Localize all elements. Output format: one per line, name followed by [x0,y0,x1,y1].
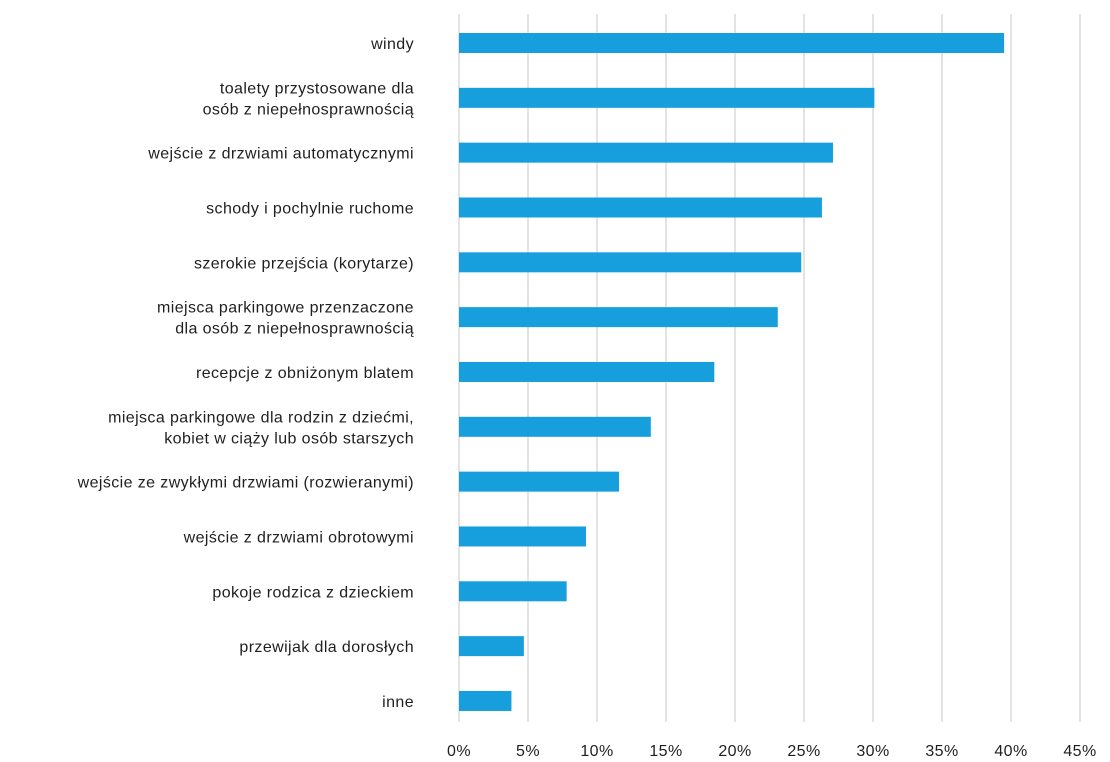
category-label-line: pokoje rodzica z dzieckiem [212,584,414,601]
bar [459,416,651,437]
category-label: toalety przystosowane dla osób z niepełno… [203,80,414,118]
bar [459,87,875,108]
bar [459,690,512,711]
bar [459,581,567,602]
category-label-line: miejsca parkingowe dla rodzin z dziećmi, [108,409,414,426]
category-label: miejsca parkingowe przenzaczone dla osób … [157,300,414,338]
x-tick-label: 15% [649,743,682,760]
x-tick-label: 45% [1063,743,1096,760]
category-label-line: miejsca parkingowe przenzaczone [157,300,414,317]
x-tick-label: 40% [994,743,1027,760]
bar [459,142,833,163]
category-label: miejsca parkingowe dla rodzin z dziećmi,… [108,409,414,447]
category-label: wejście z drzwiami obrotowymi [183,529,414,546]
gridlines [458,14,1081,722]
x-tick-label: 20% [718,743,751,760]
bars [459,33,1005,711]
category-label: pokoje rodzica z dzieckiem [212,584,414,601]
category-label-line: dla osób z niepełnosprawnością [175,321,414,338]
x-tick-label: 30% [856,743,889,760]
bar [459,361,715,382]
bar [459,636,524,657]
bar [459,526,586,547]
category-label-line: wejście ze zwykłymi drzwiami (rozwierany… [77,475,414,492]
bar [459,471,620,492]
category-label-line: wejście z drzwiami obrotowymi [183,529,414,546]
bar [459,252,802,273]
category-label-line: osób z niepełnosprawnością [203,101,414,118]
category-label-line: inne [382,694,414,711]
category-label-line: windy [370,36,414,53]
x-tick-label: 25% [787,743,820,760]
x-tick-label: 5% [516,743,540,760]
category-label: recepcje z obniżonym blatem [196,365,414,382]
category-label-line: schody i pochylnie ruchome [206,200,414,217]
category-label: inne [382,694,414,711]
category-label: przewijak dla dorosłych [239,639,414,656]
category-label: windy [370,36,414,53]
category-label-line: toalety przystosowane dla [220,80,414,97]
bar [459,33,1005,53]
x-axis-tick-labels: 0% 5% 10% 15% 20% 25% 30% 35% 40% 45% [447,743,1096,760]
category-label: szerokie przejścia (korytarze) [194,255,414,272]
category-label-line: wejście z drzwiami automatycznymi [147,146,414,163]
category-labels: windy toalety przystosowane dla osób z nie… [77,36,414,711]
category-label-line: przewijak dla dorosłych [239,639,414,656]
bar [459,307,778,328]
category-label-line: recepcje z obniżonym blatem [196,365,414,382]
category-label-line: szerokie przejścia (korytarze) [194,255,414,272]
bar [459,197,822,218]
category-label: wejście z drzwiami automatycznymi [147,146,414,163]
x-tick-label: 35% [925,743,958,760]
category-label: wejście ze zwykłymi drzwiami (rozwierany… [77,475,414,492]
x-tick-label: 10% [580,743,613,760]
category-label: schody i pochylnie ruchome [206,200,414,217]
category-label-line: kobiet w ciąży lub osób starszych [164,430,414,447]
x-tick-label: 0% [447,743,471,760]
